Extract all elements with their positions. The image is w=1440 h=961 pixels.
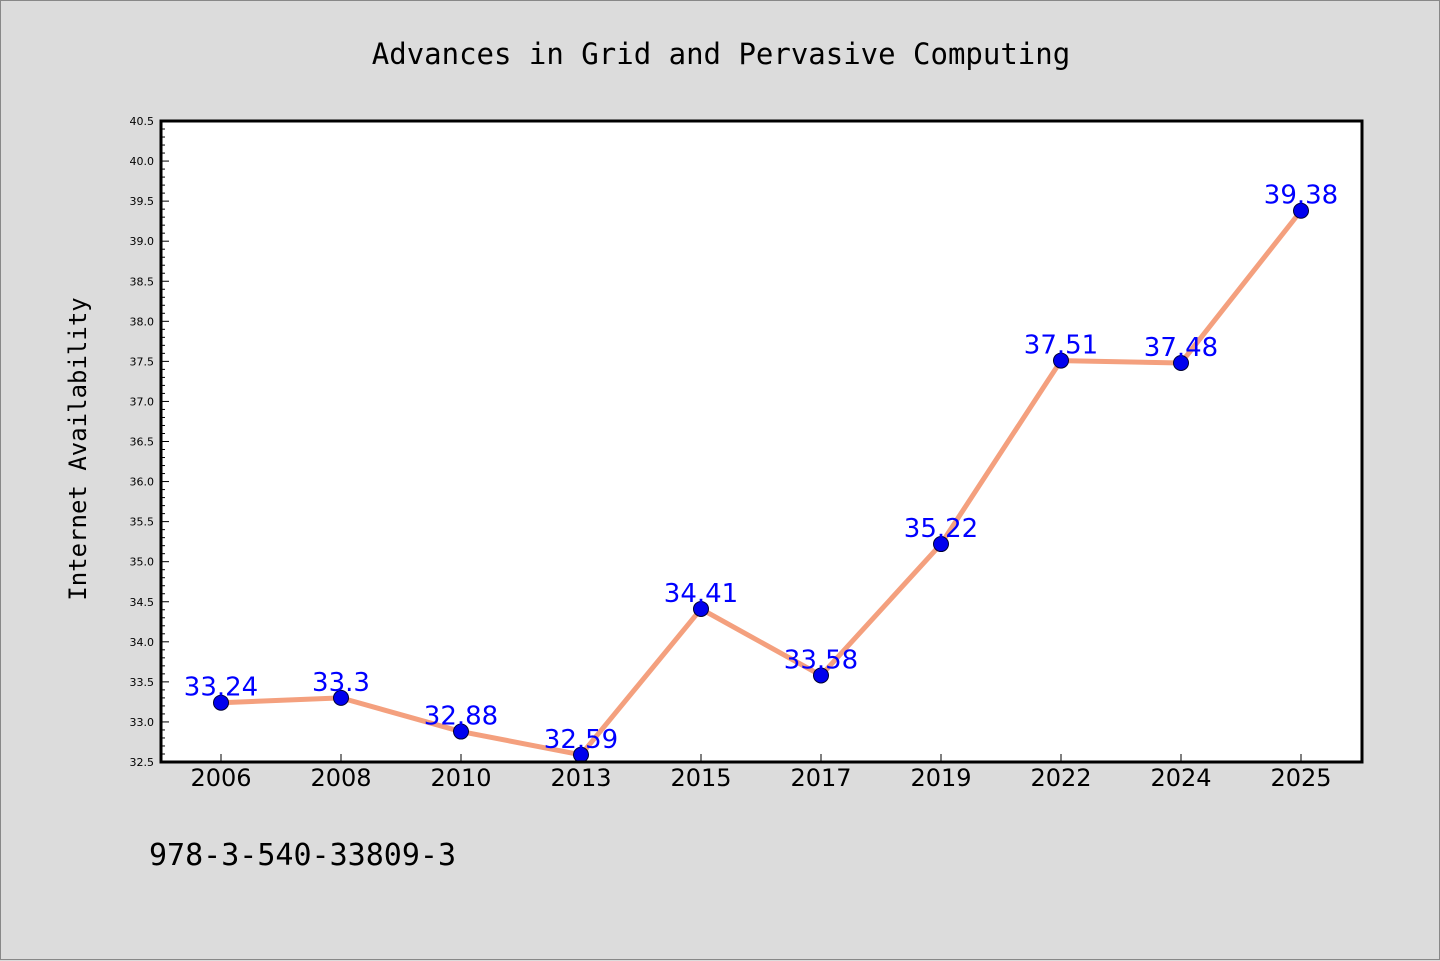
data-label: 32.88 bbox=[424, 702, 498, 732]
data-point bbox=[213, 694, 229, 711]
y-tick-label: 39.5 bbox=[130, 195, 155, 208]
data-point bbox=[933, 536, 949, 553]
plot-area bbox=[161, 121, 1362, 762]
data-point bbox=[1053, 352, 1069, 369]
x-tick-label: 2015 bbox=[670, 764, 731, 792]
x-tick-label: 2024 bbox=[1150, 764, 1211, 792]
x-tick-label: 2013 bbox=[550, 764, 611, 792]
y-tick-label: 40.0 bbox=[130, 155, 155, 168]
y-axis-label: Internet Availability bbox=[64, 297, 92, 600]
y-tick-label: 37.0 bbox=[130, 395, 155, 408]
data-point bbox=[333, 689, 349, 706]
x-tick-label: 2010 bbox=[430, 764, 491, 792]
x-tick-label: 2006 bbox=[190, 764, 251, 792]
x-axis: 2006 2008 2010 2013 2015 2017 2019 2022 2024 2025 bbox=[190, 754, 1332, 792]
y-tick-label: 35.5 bbox=[130, 516, 155, 529]
y-tick-label: 39.0 bbox=[130, 235, 155, 248]
y-tick-label: 36.0 bbox=[130, 476, 155, 489]
y-tick-label: 38.5 bbox=[130, 275, 155, 288]
y-tick-label: 37.5 bbox=[130, 355, 155, 368]
data-label: 33.58 bbox=[784, 645, 858, 675]
y-tick-label: 35.0 bbox=[130, 556, 155, 569]
y-axis: 32.5 33.0 33.5 34.0 34.5 35.0 35.5 36.0 36.5 37.0… bbox=[130, 115, 169, 769]
y-tick-label: 33.5 bbox=[130, 676, 155, 689]
y-tick-label: 32.5 bbox=[130, 756, 155, 769]
x-tick-label: 2017 bbox=[790, 764, 851, 792]
data-label: 37.48 bbox=[1144, 333, 1218, 363]
y-tick-label: 34.5 bbox=[130, 596, 155, 609]
y-tick-label: 33.0 bbox=[130, 716, 155, 729]
plot-border bbox=[159, 119, 1364, 764]
data-label: 33.3 bbox=[312, 668, 370, 698]
data-label: 35.22 bbox=[904, 514, 978, 544]
y-tick-label: 40.5 bbox=[130, 115, 155, 128]
y-tick-label: 38.0 bbox=[130, 315, 155, 328]
chart-title: Advances in Grid and Pervasive Computing bbox=[372, 37, 1070, 71]
data-label: 34.41 bbox=[664, 579, 738, 609]
data-point bbox=[813, 667, 829, 684]
y-tick-label: 34.0 bbox=[130, 636, 155, 649]
x-tick-label: 2022 bbox=[1030, 764, 1091, 792]
series-line bbox=[218, 208, 1304, 758]
y-tick-label: 36.5 bbox=[130, 436, 155, 449]
data-label-layer: 33.24 33.3 32.88 32.59 34.41 33.58 35.22 37.51 3… bbox=[184, 181, 1338, 755]
data-point bbox=[453, 723, 469, 740]
data-label: 37.51 bbox=[1024, 331, 1098, 361]
data-label: 32.59 bbox=[544, 725, 618, 755]
data-point bbox=[693, 600, 709, 617]
data-label: 39.38 bbox=[1264, 181, 1338, 211]
data-point bbox=[1173, 354, 1189, 371]
footnote: 978-3-540-33809-3 bbox=[149, 838, 456, 873]
series-layer bbox=[213, 202, 1309, 763]
x-tick-label: 2019 bbox=[910, 764, 971, 792]
x-tick-label: 2008 bbox=[310, 764, 371, 792]
x-tick-label: 2025 bbox=[1270, 764, 1331, 792]
data-point bbox=[1293, 202, 1309, 219]
data-label: 33.24 bbox=[184, 673, 258, 703]
